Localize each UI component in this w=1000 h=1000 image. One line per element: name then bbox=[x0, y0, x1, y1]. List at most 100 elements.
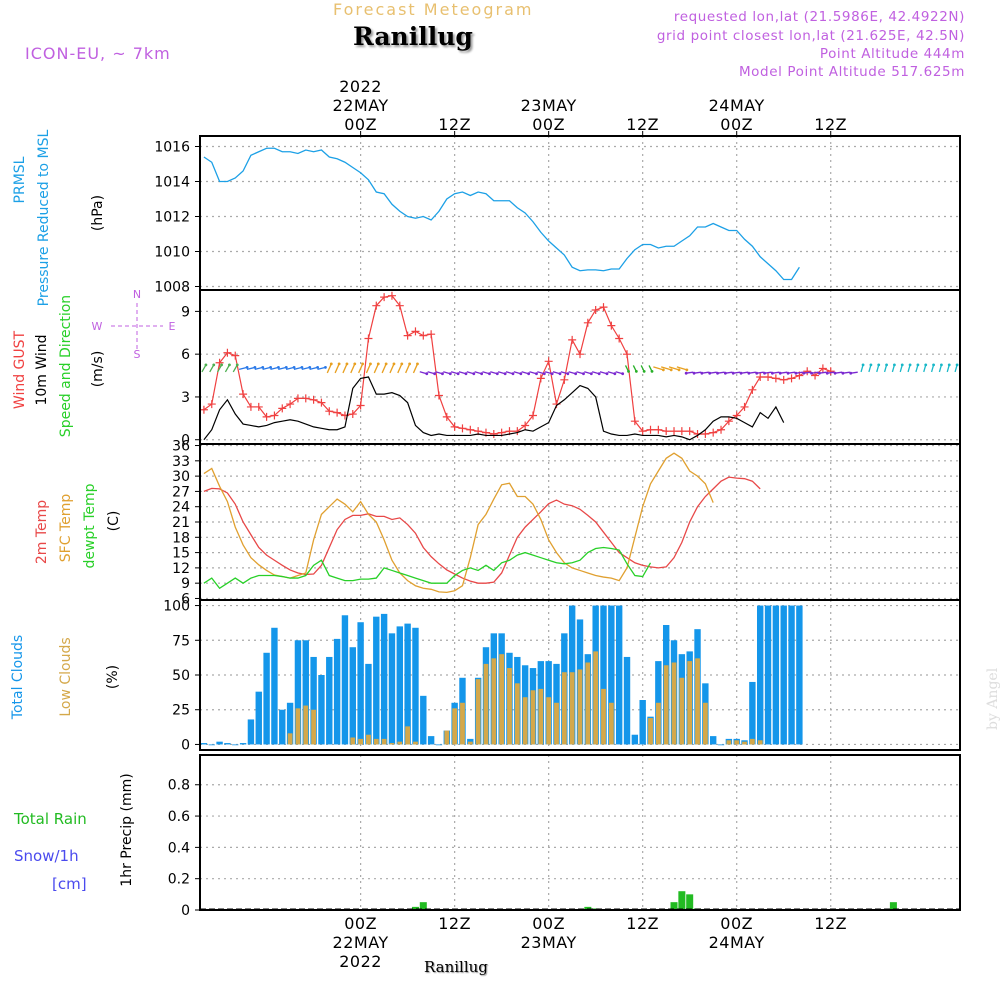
low-cloud-bar bbox=[530, 690, 536, 745]
rain-bar bbox=[686, 894, 694, 910]
wind-direction-arrowhead bbox=[369, 362, 372, 366]
total-cloud-bar bbox=[216, 741, 223, 745]
grid-point-coordinates: grid point closest lon,lat (21.625E, 42.… bbox=[656, 28, 965, 44]
gust-point bbox=[576, 350, 584, 359]
rain-bar bbox=[889, 902, 897, 910]
wind-direction-arrowhead bbox=[527, 372, 531, 376]
y-tick-label: 0.4 bbox=[168, 840, 190, 856]
total-cloud-bar bbox=[608, 605, 615, 745]
compass-east: E bbox=[169, 320, 176, 333]
wind-direction-arrowhead bbox=[550, 372, 554, 376]
low-cloud-bar bbox=[350, 737, 356, 745]
wind-direction-arrowhead bbox=[627, 370, 630, 373]
total-cloud-bar bbox=[357, 622, 364, 745]
gust-point bbox=[254, 402, 263, 411]
low-cloud-bar bbox=[561, 672, 567, 745]
gust-point bbox=[317, 398, 326, 407]
wind-direction-arrowhead bbox=[277, 366, 280, 369]
y-tick-label: 3 bbox=[181, 390, 190, 406]
low-cloud-bar bbox=[467, 741, 473, 745]
gust-point bbox=[419, 331, 428, 340]
clouds-unit: (%) bbox=[105, 665, 121, 689]
wind-direction-arrowhead bbox=[574, 372, 578, 376]
gust-point bbox=[372, 301, 381, 310]
wind-direction-arrowhead bbox=[269, 366, 272, 369]
wind-direction-arrowhead bbox=[924, 363, 928, 367]
total-cloud-bar bbox=[780, 605, 787, 745]
wind-direction-arrow bbox=[334, 363, 340, 374]
total-cloud-bar bbox=[263, 652, 270, 745]
y-tick-label: 12 bbox=[172, 561, 190, 577]
total-cloud-bar bbox=[286, 702, 294, 745]
y-tick-label: 50 bbox=[172, 668, 190, 684]
wind-direction-arrowhead bbox=[361, 362, 365, 366]
panel-precipitation: 0 0.2 0.4 0.6 0.8 bbox=[168, 755, 960, 919]
wind-direction-title: Speed and Direction bbox=[58, 295, 74, 437]
gust-point bbox=[293, 394, 302, 403]
low-cloud-bar bbox=[648, 718, 653, 745]
gust-point bbox=[662, 427, 671, 436]
model-label: ICON-EU, ~ 7km bbox=[25, 44, 171, 63]
gust-point bbox=[403, 331, 412, 340]
wind-direction-arrowhead bbox=[684, 371, 688, 375]
wind-direction-arrowhead bbox=[253, 366, 257, 369]
wind-direction-arrow bbox=[381, 363, 387, 374]
total-cloud-bar bbox=[388, 633, 396, 745]
wind-direction-arrowhead bbox=[900, 363, 904, 367]
y-tick-label: 9 bbox=[181, 304, 190, 320]
wind-direction-arrowhead bbox=[833, 371, 837, 375]
wind-direction-arrowhead bbox=[300, 366, 304, 369]
low-cloud-bar bbox=[695, 658, 700, 745]
wind-direction-arrowhead bbox=[480, 372, 484, 376]
total-cloud-bar bbox=[757, 605, 764, 745]
y-tick-label: 6 bbox=[181, 591, 190, 607]
gust-point bbox=[685, 427, 694, 436]
wind-direction-arrowhead bbox=[661, 368, 665, 372]
wind-direction-arrowhead bbox=[955, 363, 959, 367]
y-tick-label: 30 bbox=[172, 469, 190, 485]
wind-direction-arrowhead bbox=[932, 363, 935, 367]
wind-direction-arrowhead bbox=[503, 372, 507, 376]
total-cloud-bar bbox=[615, 605, 623, 745]
gust-point bbox=[803, 367, 812, 376]
total-cloud-bar bbox=[600, 605, 607, 745]
wind-direction-arrowhead bbox=[353, 362, 357, 366]
low-cloud-bar bbox=[577, 669, 583, 745]
wind-direction-arrow bbox=[326, 363, 332, 374]
gust-point bbox=[309, 395, 318, 404]
gust-point bbox=[677, 427, 686, 436]
low-cloud-bar bbox=[287, 733, 293, 745]
precip-title: 1hr Precip (mm) bbox=[119, 773, 135, 886]
total-cloud-bar bbox=[404, 623, 411, 745]
y-tick-label: 75 bbox=[172, 633, 190, 649]
total-cloud-bar bbox=[247, 719, 255, 745]
low-cloud-bar bbox=[671, 662, 677, 745]
wind-direction-arrowhead bbox=[677, 368, 681, 372]
total-cloud-bar bbox=[788, 605, 795, 745]
total-cloud-bar bbox=[427, 736, 435, 745]
total-cloud-bar bbox=[271, 627, 278, 745]
gust-point bbox=[199, 405, 208, 414]
y-tick-label: 1014 bbox=[154, 175, 190, 191]
total-cloud-bar bbox=[631, 734, 639, 745]
2m-temp-line bbox=[203, 476, 761, 584]
low-cloud-bar bbox=[734, 740, 740, 745]
gust-point bbox=[670, 427, 679, 436]
bottom-time-label: 24MAY bbox=[709, 933, 765, 952]
panel-frame bbox=[199, 289, 961, 445]
wind-direction-arrowhead bbox=[810, 371, 813, 375]
low-cloud-bar bbox=[514, 683, 520, 745]
wind-direction-arrowhead bbox=[392, 362, 396, 366]
total-cloud-bar bbox=[796, 605, 803, 745]
gust-point bbox=[724, 417, 733, 426]
gust-point bbox=[301, 394, 310, 403]
gust-point bbox=[278, 404, 287, 413]
wind-direction-arrowhead bbox=[908, 363, 912, 367]
wind-direction-arrowhead bbox=[488, 372, 491, 376]
total-cloud-bar bbox=[239, 743, 247, 745]
compass-west: W bbox=[92, 320, 103, 333]
clouds-low-title: Low Clouds bbox=[58, 637, 74, 716]
rain-bar bbox=[670, 902, 678, 910]
